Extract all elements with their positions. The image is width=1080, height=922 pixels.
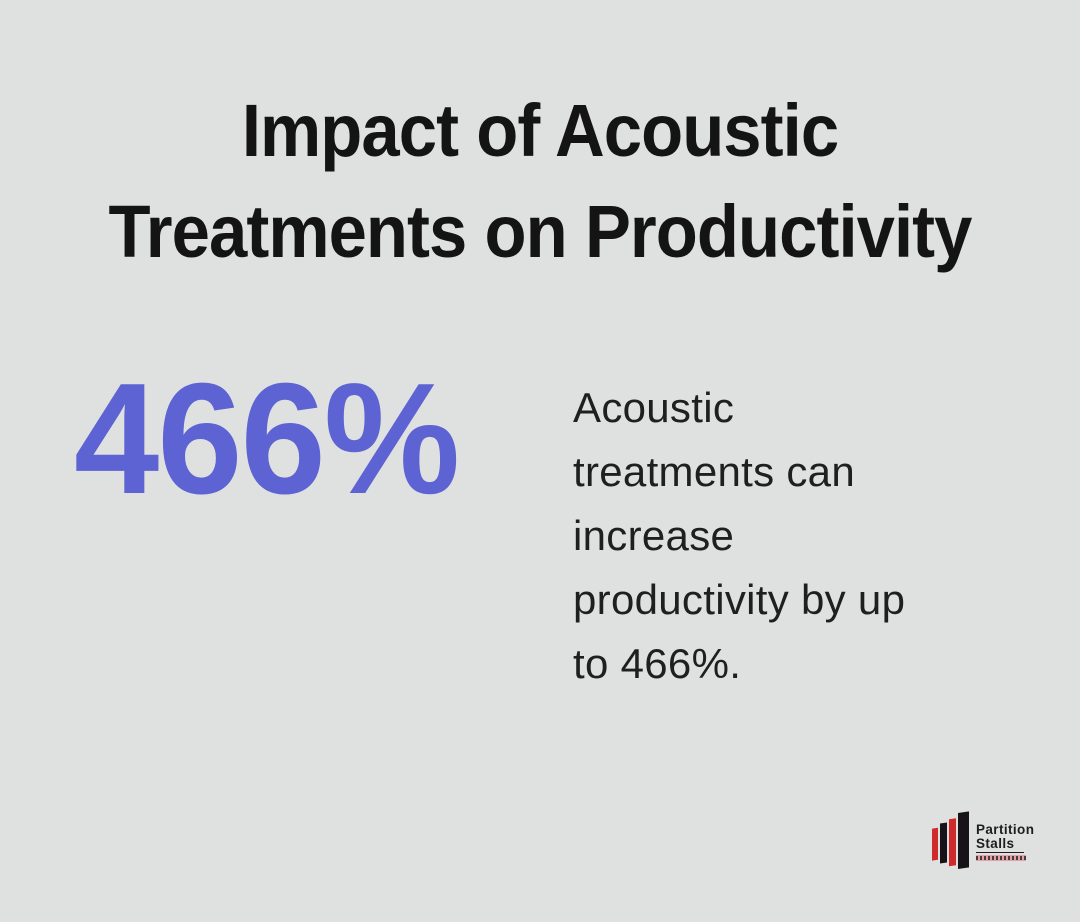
title-line-2: Treatments on Productivity	[108, 190, 972, 273]
description-line: increase	[573, 512, 735, 559]
logo-bar-red-2	[949, 817, 956, 866]
logo-wordmark-line1: Partition	[976, 822, 1035, 837]
description-line: productivity by up	[573, 576, 906, 623]
logo-bar-black-1	[940, 822, 947, 864]
logo-wordmark-line2: Stalls	[976, 837, 1024, 853]
description-line: Acoustic	[573, 384, 735, 431]
stat-description: Acoustic treatments can increase product…	[573, 376, 1003, 696]
logo-wordmark: Partition Stalls	[976, 823, 1034, 861]
brand-logo: Partition Stalls	[932, 811, 1034, 872]
logo-bar-black-2	[958, 811, 969, 869]
logo-tagline-bar	[976, 855, 1026, 861]
page-title: Impact of Acoustic Treatments on Product…	[38, 80, 1042, 282]
stat-value: 466%	[74, 351, 460, 527]
description-line: treatments can	[573, 448, 855, 495]
title-line-1: Impact of Acoustic	[241, 89, 839, 172]
partition-panel-bars-icon	[932, 811, 969, 872]
logo-bar-red-1	[932, 827, 938, 861]
description-line: to 466%.	[573, 640, 742, 687]
